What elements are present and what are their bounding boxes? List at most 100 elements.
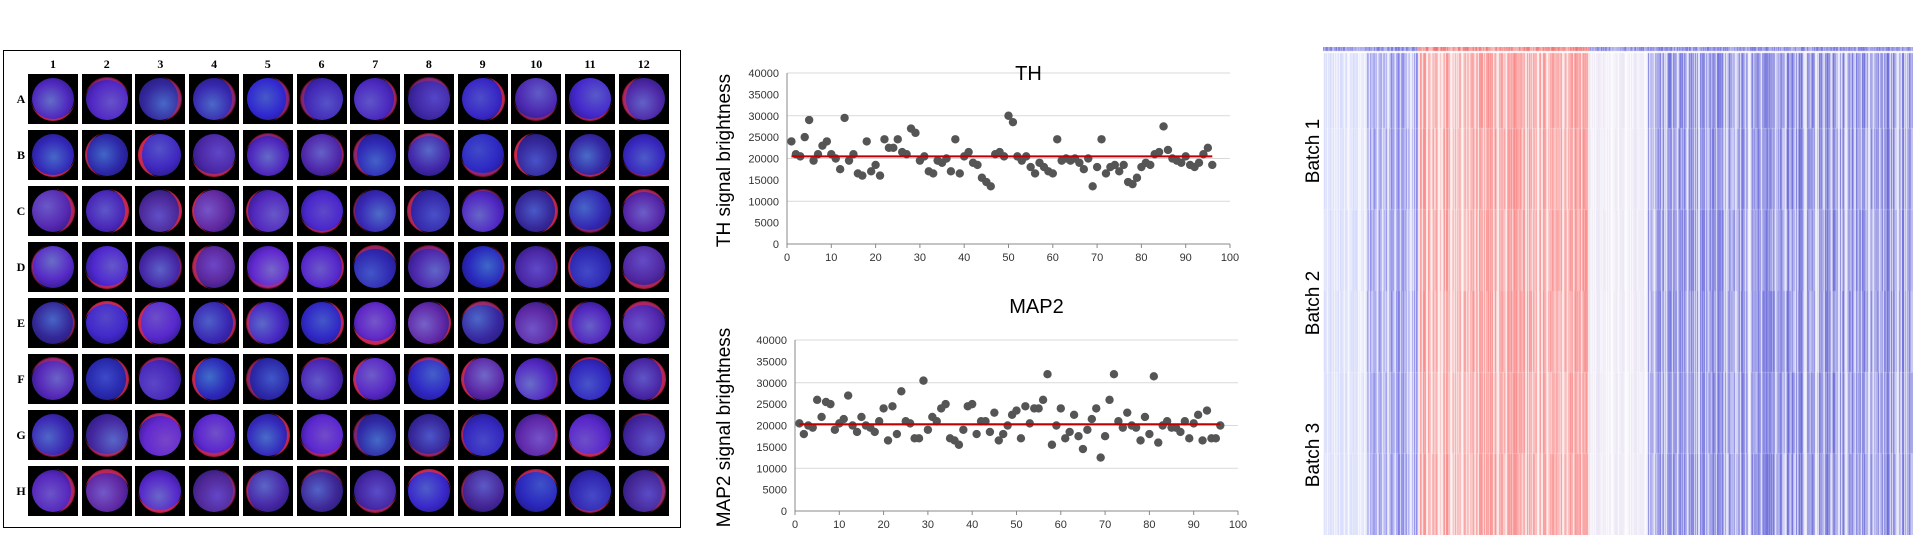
data-point (1088, 182, 1097, 191)
column-label: 5 (264, 57, 271, 71)
well-image (135, 74, 186, 124)
well-image (296, 410, 347, 460)
well-image (81, 186, 132, 236)
batch-1-label: Batch 1 (1303, 118, 1324, 184)
well-image (189, 242, 240, 292)
data-point (1079, 164, 1089, 174)
data-point (1163, 145, 1173, 155)
data-point (787, 137, 796, 146)
well-image (403, 354, 454, 404)
x-tick-label: 80 (1143, 519, 1155, 531)
well-image (403, 186, 454, 236)
batch-3-label: Batch 3 (1303, 422, 1324, 488)
data-point (799, 429, 809, 439)
well-image (565, 298, 615, 348)
data-point (1154, 438, 1163, 447)
column-label: 1 (50, 57, 56, 71)
data-point (804, 115, 814, 125)
data-point (809, 156, 818, 165)
data-point (892, 429, 902, 439)
data-point (800, 132, 809, 142)
data-point (822, 137, 832, 146)
data-point (1053, 135, 1062, 144)
column-label: 3 (157, 57, 164, 71)
y-tick-label: 35000 (748, 89, 779, 101)
data-point (986, 182, 995, 191)
row-label: F (17, 372, 25, 386)
well-image (189, 298, 240, 348)
well-image (28, 410, 78, 460)
column-label: 10 (530, 57, 543, 71)
well-image (457, 74, 508, 124)
data-point (1198, 436, 1207, 445)
x-tick-label: 80 (1135, 252, 1147, 264)
th-scatter-chart: 0 5000 10000 15000 20000 25000 30000 35000 40000… (714, 63, 1239, 264)
well-image (81, 410, 132, 460)
well-image (403, 466, 454, 516)
well-image (135, 242, 186, 292)
well-image (135, 298, 186, 348)
x-tick-label: 10 (825, 252, 837, 264)
well-image (242, 242, 293, 292)
well-image (296, 130, 347, 180)
data-point (1016, 434, 1026, 443)
data-point (1110, 160, 1120, 170)
data-point (830, 425, 840, 434)
column-label: 9 (479, 57, 486, 71)
y-tick-label: 15000 (748, 175, 779, 187)
y-tick-label: 15000 (756, 442, 787, 454)
data-point (1216, 421, 1225, 430)
data-point (1083, 425, 1092, 434)
x-tick-label: 100 (1229, 519, 1247, 531)
data-point (1140, 412, 1150, 422)
well-image (565, 410, 615, 460)
well-image (403, 130, 454, 180)
data-point (964, 147, 973, 157)
well-image (457, 298, 508, 348)
data-point (1003, 421, 1012, 430)
x-tick-label: 70 (1091, 252, 1103, 264)
well-image (565, 242, 615, 292)
well-image (618, 410, 669, 460)
data-point (1131, 423, 1141, 432)
data-point (893, 135, 902, 144)
column-label: 11 (584, 57, 596, 71)
y-axis-label: MAP2 signal brightness (714, 328, 735, 528)
data-point (941, 399, 950, 409)
data-point (1123, 408, 1132, 417)
data-point (1194, 158, 1204, 167)
well-image (81, 74, 132, 124)
data-point (911, 128, 920, 138)
data-point (871, 160, 880, 170)
data-point (1159, 122, 1168, 131)
data-point (852, 427, 862, 437)
data-point (1069, 410, 1079, 420)
chart-title: TH (1015, 63, 1042, 85)
y-tick-label: 25000 (748, 132, 779, 144)
well-image (457, 186, 508, 236)
x-tick-label: 60 (1055, 519, 1067, 531)
well-image (28, 74, 78, 124)
data-point (826, 399, 835, 409)
data-point (875, 171, 885, 180)
data-point (1043, 370, 1052, 379)
data-point (985, 427, 995, 437)
well-image (565, 130, 615, 180)
well-image (135, 130, 186, 180)
batch-2-label: Batch 2 (1303, 270, 1324, 336)
well-image (189, 74, 240, 124)
well-image (511, 74, 562, 124)
data-point (1026, 162, 1035, 172)
data-point (888, 402, 897, 411)
well-image (511, 298, 562, 348)
data-point (959, 425, 968, 434)
x-tick-label: 10 (833, 519, 845, 531)
data-point (1048, 169, 1057, 178)
well-image (403, 242, 454, 292)
well-image (457, 242, 508, 292)
data-point (839, 414, 848, 424)
x-tick-label: 50 (1010, 519, 1022, 531)
data-point (843, 391, 853, 400)
well-image (457, 466, 508, 516)
well-image (28, 354, 78, 404)
